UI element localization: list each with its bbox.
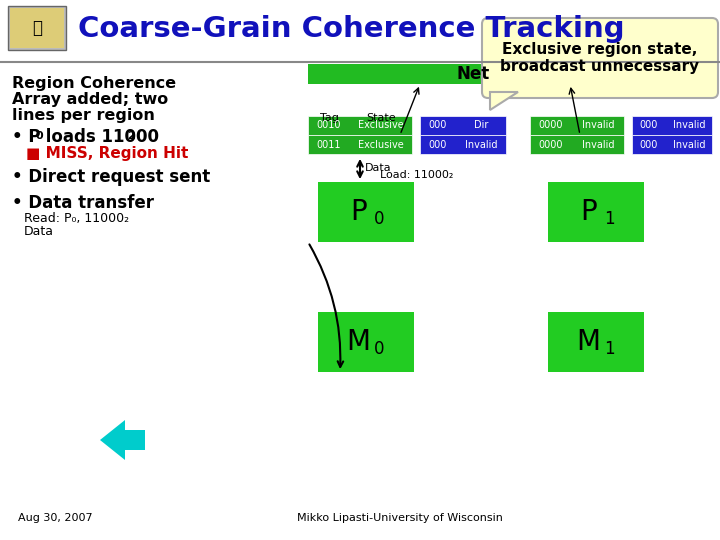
Text: Array added; two: Array added; two — [12, 92, 168, 107]
Text: Coarse-Grain Coherence Tracking: Coarse-Grain Coherence Tracking — [78, 15, 625, 43]
Text: lines per region: lines per region — [12, 108, 155, 123]
Text: 0: 0 — [374, 340, 384, 358]
Text: M: M — [576, 328, 600, 356]
Text: Dir: Dir — [474, 120, 488, 131]
Text: 1: 1 — [604, 210, 615, 228]
FancyBboxPatch shape — [10, 8, 64, 48]
FancyBboxPatch shape — [308, 135, 412, 154]
FancyBboxPatch shape — [8, 6, 66, 50]
FancyBboxPatch shape — [318, 312, 414, 372]
Text: M: M — [346, 328, 370, 356]
Text: 000: 000 — [640, 120, 658, 131]
Text: P: P — [580, 198, 597, 226]
Text: 1: 1 — [604, 340, 615, 358]
Text: • Direct request sent: • Direct request sent — [12, 168, 210, 186]
Text: Load: 11000₂: Load: 11000₂ — [380, 170, 454, 180]
Text: Net: Net — [457, 65, 490, 83]
FancyBboxPatch shape — [632, 135, 712, 154]
Text: Exclusive: Exclusive — [358, 120, 404, 131]
FancyBboxPatch shape — [420, 135, 506, 154]
Text: 0: 0 — [35, 131, 42, 141]
Text: • Data transfer: • Data transfer — [12, 194, 154, 212]
Polygon shape — [490, 92, 518, 110]
Text: Invalid: Invalid — [672, 120, 706, 131]
Text: 0011: 0011 — [317, 139, 341, 150]
Text: 🐄: 🐄 — [32, 19, 42, 37]
Text: 000: 000 — [640, 139, 658, 150]
Text: Invalid: Invalid — [464, 139, 498, 150]
Text: Data: Data — [24, 225, 54, 238]
FancyBboxPatch shape — [318, 182, 414, 242]
Text: Read: P₀, 11000₂: Read: P₀, 11000₂ — [24, 212, 129, 225]
FancyBboxPatch shape — [530, 135, 624, 154]
Text: • P: • P — [12, 128, 40, 146]
Polygon shape — [100, 420, 145, 460]
FancyBboxPatch shape — [548, 312, 644, 372]
FancyBboxPatch shape — [420, 116, 506, 135]
Text: 000: 000 — [429, 120, 447, 131]
Text: Region Coherence: Region Coherence — [12, 76, 176, 91]
Text: Exclusive region state,
broadcast unnecessary: Exclusive region state, broadcast unnece… — [500, 42, 700, 74]
Text: 0: 0 — [374, 210, 384, 228]
Text: 0000: 0000 — [539, 139, 563, 150]
Text: Data: Data — [365, 163, 392, 173]
FancyBboxPatch shape — [308, 116, 412, 135]
Text: Invalid: Invalid — [672, 139, 706, 150]
FancyBboxPatch shape — [482, 18, 718, 98]
Text: Exclusive: Exclusive — [358, 139, 404, 150]
Text: P: P — [350, 198, 366, 226]
Text: Aug 30, 2007: Aug 30, 2007 — [18, 513, 93, 523]
FancyBboxPatch shape — [308, 64, 653, 84]
FancyBboxPatch shape — [548, 182, 644, 242]
Text: Mikko Lipasti-University of Wisconsin: Mikko Lipasti-University of Wisconsin — [297, 513, 503, 523]
Text: loads 11000: loads 11000 — [40, 128, 159, 146]
Text: Invalid: Invalid — [582, 139, 614, 150]
Text: Invalid: Invalid — [582, 120, 614, 131]
FancyBboxPatch shape — [530, 116, 624, 135]
Text: 0010: 0010 — [317, 120, 341, 131]
FancyBboxPatch shape — [632, 116, 712, 135]
Text: 000: 000 — [429, 139, 447, 150]
Text: ■ MISS, Region Hit: ■ MISS, Region Hit — [26, 146, 189, 161]
Text: Tag: Tag — [320, 113, 338, 123]
Text: 2: 2 — [127, 131, 135, 141]
Text: State: State — [366, 113, 396, 123]
Text: 0000: 0000 — [539, 120, 563, 131]
